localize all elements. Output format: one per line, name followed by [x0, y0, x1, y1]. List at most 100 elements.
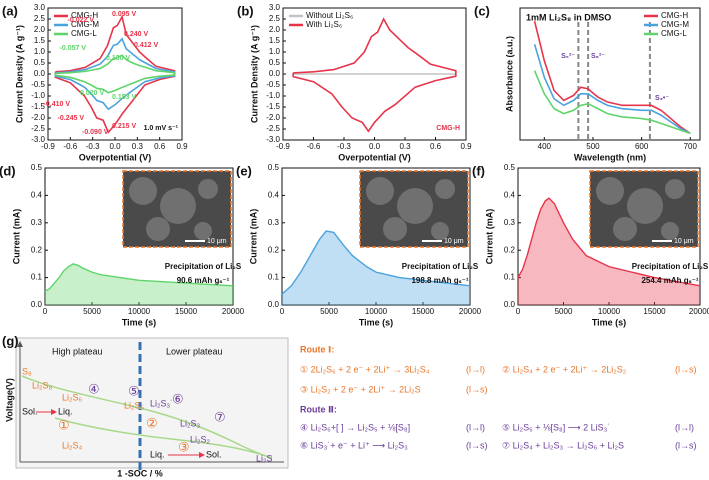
- x-tick-label: -0.9: [41, 142, 55, 151]
- y-tick-label: 0.3: [504, 218, 516, 227]
- x-axis-label: Overpotential (V): [79, 152, 152, 162]
- x-tick-label: 10000: [598, 307, 621, 316]
- y-tick-label: 0.5: [504, 163, 516, 172]
- annotation: -0.090 V: [82, 129, 109, 136]
- step-mark: ①: [58, 417, 70, 432]
- sem-texture: [146, 217, 170, 241]
- sem-texture: [366, 177, 394, 205]
- x-axis-label: Overpotential (V): [338, 152, 411, 162]
- y-axis-label: Current Density (A g⁻¹): [249, 25, 259, 123]
- line: [533, 44, 691, 135]
- x-tick-label: 0: [43, 307, 48, 316]
- line: [517, 197, 701, 287]
- annotation: CMG-H: [436, 125, 460, 132]
- scale-bar-label: 10 μm: [207, 238, 227, 245]
- panel: -0.9 -0.6 -0.3 0.0 0.3 0.6 0.9 -3.0 -2.5 -2.0 -1.5…: [2, 3, 188, 162]
- line: [54, 54, 176, 94]
- sem-texture: [596, 177, 624, 205]
- x-axis-label: 1 -SOC / %: [117, 468, 163, 478]
- annotation: S₆²⁻: [561, 53, 575, 60]
- panel: 400 500 600 700 Wavelength (nm) Absorbance (a…: [474, 3, 701, 162]
- panel-label: (a): [2, 3, 18, 18]
- route-curve: [21, 375, 273, 459]
- x-tick-label: -0.6: [63, 142, 77, 151]
- route-title: Route Ⅱ:: [300, 404, 337, 414]
- y-axis-label: Current (mA): [11, 209, 21, 265]
- species: Li₂S₂: [190, 434, 211, 444]
- line: [292, 17, 457, 133]
- phase-label: Liq.: [58, 406, 73, 416]
- plateau-label: High plateau: [52, 346, 103, 356]
- sem-texture: [613, 217, 637, 241]
- y-tick-label: -1.5: [266, 102, 280, 111]
- plot-frame: [519, 7, 701, 141]
- sem-texture: [198, 179, 218, 199]
- y-tick-label: -1.0: [266, 91, 280, 100]
- sem-texture: [435, 179, 455, 199]
- legend-label: With Li₂S₆: [306, 20, 342, 29]
- annotation: -0.022 V: [68, 17, 95, 24]
- x-tick-label: 15000: [643, 307, 666, 316]
- panel-label: (b): [237, 3, 254, 18]
- reaction: ⑦ Li₂S₄ + Li₂S₃ → Li₂S₆ + Li₂S: [502, 440, 624, 450]
- y-tick-label: -2.5: [31, 124, 45, 133]
- y-tick-label: 3.0: [269, 3, 281, 12]
- y-tick-label: -1.0: [31, 91, 45, 100]
- phase-label: Sol.: [22, 406, 38, 416]
- annotation: 198.8 mAh gₛ⁻¹: [411, 276, 468, 285]
- phase: (l→s): [675, 364, 697, 374]
- reaction: ⑥ LiS₃˙+ e⁻ + Li⁺ ⟶ Li₂S₃: [300, 440, 408, 450]
- y-tick-label: 0.0: [504, 300, 516, 309]
- phase: (l→s): [466, 384, 488, 394]
- legend-label: CMG-L: [661, 29, 687, 38]
- species: Li₂S: [256, 453, 273, 463]
- annotation: 0.095 V: [112, 11, 136, 18]
- line: [281, 230, 471, 295]
- y-tick-label: 2.5: [269, 14, 281, 23]
- y-axis-label: Current (mA): [248, 209, 258, 265]
- sem-texture: [383, 217, 407, 241]
- line: [44, 263, 234, 292]
- y-tick-label: 0.3: [268, 218, 280, 227]
- annotation: -0.245 V: [58, 115, 85, 122]
- route-title: Route Ⅰ:: [300, 344, 334, 354]
- annotation: 1.0 mV s⁻¹: [144, 125, 179, 132]
- y-tick-label: 0.0: [31, 300, 43, 309]
- x-tick-label: 600: [635, 142, 649, 151]
- scale-bar-label: 10 μm: [674, 238, 694, 245]
- annotation: 0.153 V: [112, 94, 136, 101]
- x-tick-label: 700: [684, 142, 698, 151]
- x-tick-label: 0.0: [109, 142, 121, 151]
- panel-label: (d): [0, 163, 16, 178]
- area: [45, 263, 233, 305]
- x-tick-label: -0.3: [337, 142, 351, 151]
- y-tick-label: 0.0: [268, 300, 280, 309]
- line: [533, 70, 691, 135]
- y-tick-label: 1.5: [269, 36, 281, 45]
- species: Li₂S₅: [124, 400, 145, 410]
- line: [533, 21, 691, 135]
- y-tick-label: 0.0: [269, 69, 281, 78]
- annotation: 0.215 V: [112, 123, 136, 130]
- scheme: (g) Voltage(V) 1 -SOC / % High plateau L…: [2, 333, 289, 478]
- annotation: Precipitation of Li₂S: [402, 262, 479, 271]
- step-mark: ③: [178, 439, 190, 454]
- y-tick-label: 1.0: [34, 47, 46, 56]
- x-tick-label: 5000: [320, 307, 338, 316]
- y-tick-label: -3.0: [266, 135, 280, 144]
- x-tick-label: 0: [516, 307, 521, 316]
- y-tick-label: 3.0: [34, 3, 46, 12]
- sem-texture: [129, 177, 157, 205]
- x-axis-label: Time (s): [359, 317, 393, 327]
- chart-title: 1mM Li₂S₈ in DMSO: [526, 12, 611, 22]
- x-tick-label: 0.6: [430, 142, 442, 151]
- sem-texture: [431, 222, 449, 240]
- x-tick-label: 0.3: [399, 142, 411, 151]
- species: S₈: [22, 366, 32, 376]
- step-mark: ⑦: [214, 409, 226, 424]
- annotation: 90.6 mAh gₛ⁻¹: [177, 276, 230, 285]
- y-axis-label: Current (mA): [484, 209, 494, 265]
- annotation: 0.240 V: [124, 31, 148, 38]
